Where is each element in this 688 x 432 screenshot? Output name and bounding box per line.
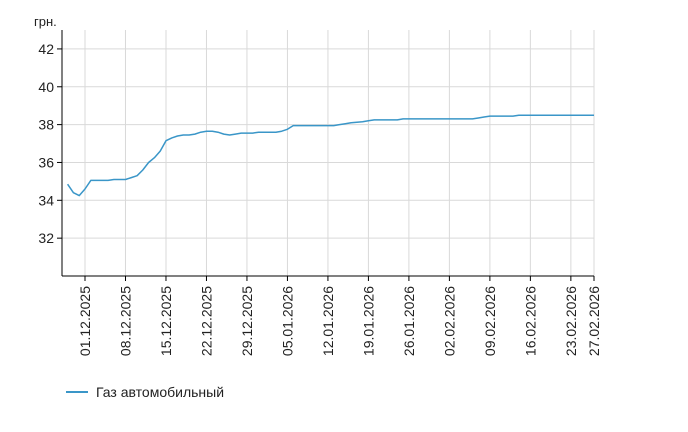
x-gridlines: [84, 30, 595, 276]
x-ticks: 01.12.2025 08.12.2025 15.12.2025 22.12.2025…: [77, 276, 602, 356]
y-tick-label: 42: [38, 41, 54, 57]
y-tick-label: 36: [38, 154, 54, 170]
x-tick-label: 01.12.2025: [77, 286, 93, 356]
legend-series-label: Газ автомобильный: [96, 384, 225, 400]
y-ticks: 32 34 36 38 40 42: [38, 41, 62, 246]
x-tick-label: 05.01.2026: [279, 286, 295, 356]
y-axis-unit-label: грн.: [34, 14, 57, 29]
x-tick-label: 19.01.2026: [360, 286, 376, 356]
legend-line-swatch: [66, 391, 88, 393]
series-layer: [66, 114, 594, 197]
x-tick-label: 12.01.2026: [320, 286, 336, 356]
y-tick-label: 40: [38, 79, 54, 95]
x-tick-label: 08.12.2025: [117, 286, 133, 356]
x-tick-label: 09.02.2026: [482, 286, 498, 356]
series-line: [66, 114, 594, 197]
legend: Газ автомобильный: [66, 384, 224, 400]
x-tick-label: 29.12.2025: [239, 286, 255, 356]
x-tick-label: 22.12.2025: [198, 286, 214, 356]
y-tick-label: 38: [38, 117, 54, 133]
x-tick-label: 15.12.2025: [158, 286, 174, 356]
x-tick-label: 23.02.2026: [563, 286, 579, 356]
x-tick-label: 16.02.2026: [522, 286, 538, 356]
x-tick-label: 27.02.2026: [586, 286, 602, 356]
x-tick-label: 26.01.2026: [401, 286, 417, 356]
y-tick-label: 32: [38, 230, 54, 246]
y-tick-label: 34: [38, 192, 54, 208]
x-tick-label: 02.02.2026: [441, 286, 457, 356]
